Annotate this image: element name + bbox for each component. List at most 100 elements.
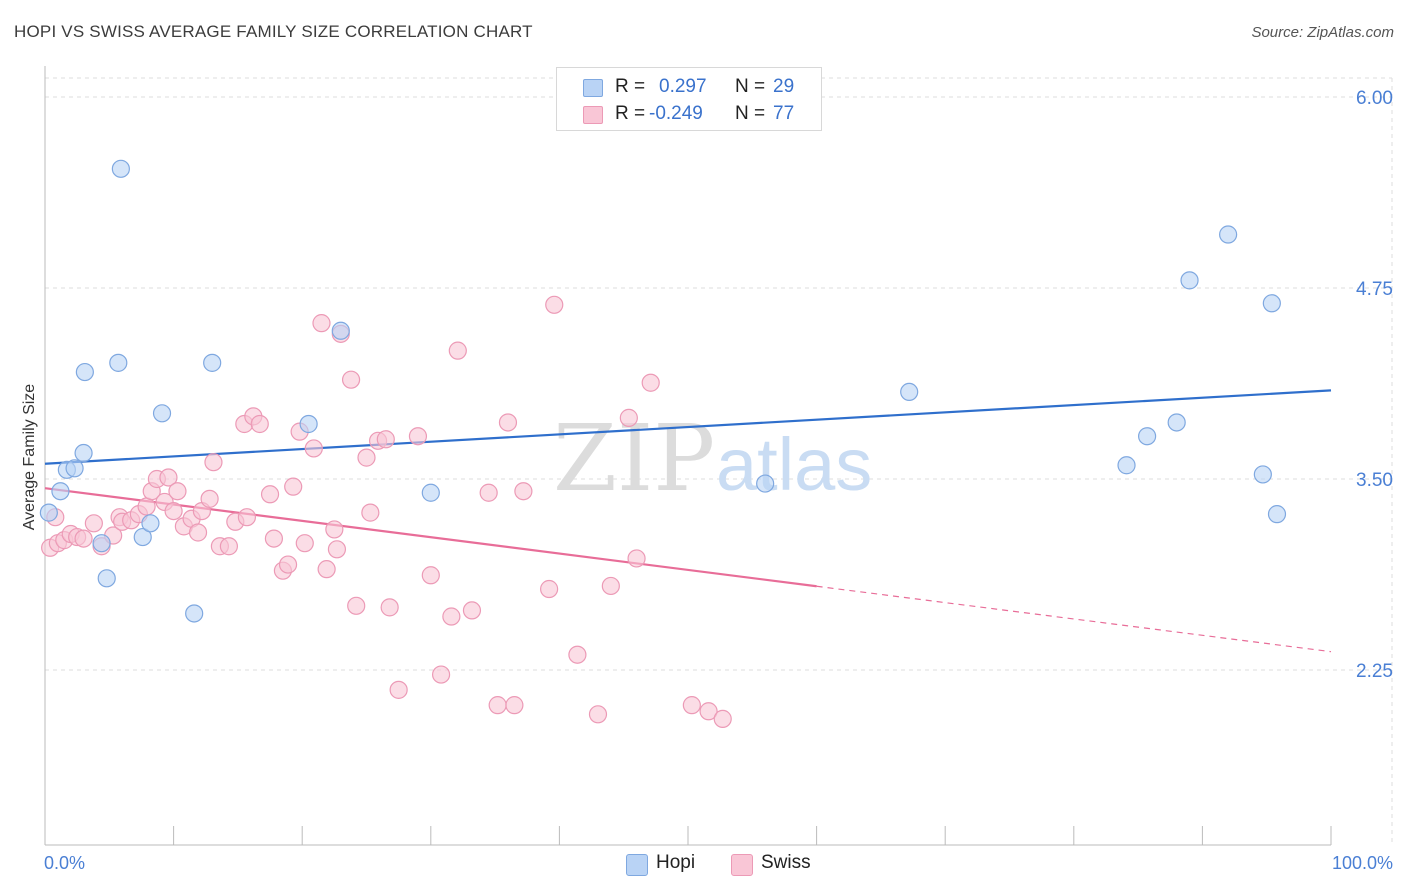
y-tick-label-0: 2.25 <box>1356 661 1393 682</box>
swiss-point-26 <box>204 453 223 472</box>
swiss-point-25 <box>200 489 219 508</box>
hopi-r-value: 0.297 <box>659 76 707 97</box>
hopi-point-0 <box>39 503 58 522</box>
swiss-point-53 <box>380 598 399 617</box>
hopi-point-7 <box>97 569 116 588</box>
hopi-n-label: N = <box>735 76 766 97</box>
swiss-point-69 <box>588 705 608 724</box>
hopi-point-23 <box>1180 271 1199 290</box>
y-tick-label-2: 4.75 <box>1356 279 1393 300</box>
y-tick-label-1: 3.50 <box>1356 470 1393 491</box>
tick-labels: 2.25 3.50 4.75 6.00 0.0% 100.0% <box>44 88 1393 873</box>
legend-row-swiss: R = -0.249 N = 77 <box>557 100 821 128</box>
x-tick-label-max: 100.0% <box>1332 853 1393 873</box>
swiss-point-65 <box>514 482 533 501</box>
hopi-legend-swatch <box>626 854 648 876</box>
hopi-point-4 <box>74 443 93 463</box>
y-axis-label: Average Family Size <box>21 384 38 531</box>
axes <box>44 66 1332 846</box>
hopi-point-5 <box>75 362 94 382</box>
hopi-r-label: R = <box>615 76 646 97</box>
swiss-point-70 <box>601 576 620 596</box>
swiss-point-71 <box>619 408 638 427</box>
swiss-point-37 <box>278 555 298 574</box>
swiss-point-42 <box>312 314 331 333</box>
swiss-point-72 <box>627 549 646 568</box>
swiss-legend-swatch <box>731 854 753 876</box>
swiss-point-67 <box>545 295 564 314</box>
hopi-point-24 <box>1219 225 1238 244</box>
swiss-point-59 <box>448 341 467 360</box>
swiss-point-54 <box>389 680 408 699</box>
swiss-point-66 <box>540 579 559 599</box>
swiss-point-63 <box>498 413 518 432</box>
watermark-atlas: atlas <box>716 423 872 506</box>
swiss-point-49 <box>357 448 376 467</box>
swiss-point-44 <box>325 520 344 539</box>
swiss-point-31 <box>237 508 257 527</box>
swiss-point-50 <box>361 503 380 522</box>
hopi-legend-label: Hopi <box>656 852 696 873</box>
swiss-point-19 <box>164 501 183 521</box>
swiss-point-56 <box>421 566 440 585</box>
hopi-point-22 <box>1167 413 1186 432</box>
hopi-point-19 <box>900 382 919 402</box>
correlation-legend: R = 0.297 N = 29 R = -0.249 N = 77 <box>556 67 822 131</box>
hopi-point-15 <box>299 414 318 434</box>
swiss-point-76 <box>713 709 732 728</box>
swiss-point-20 <box>168 482 187 501</box>
swiss-point-58 <box>442 607 461 626</box>
source-label: Source: ZipAtlas.com <box>1251 24 1394 41</box>
swiss-point-18 <box>159 468 178 487</box>
swiss-point-41 <box>304 439 323 458</box>
swiss-r-value: -0.249 <box>649 103 703 124</box>
hopi-point-27 <box>1267 505 1287 524</box>
hopi-point-12 <box>152 404 172 423</box>
hopi-point-14 <box>203 353 222 372</box>
swiss-point-61 <box>479 483 498 502</box>
data-points <box>39 159 1287 728</box>
hopi-point-6 <box>92 534 111 553</box>
hopi-point-11 <box>141 514 160 533</box>
swiss-point-40 <box>295 534 314 553</box>
hopi-point-21 <box>1138 427 1157 446</box>
swiss-point-23 <box>188 523 208 542</box>
y-tick-label-3: 6.00 <box>1356 88 1393 109</box>
hopi-point-26 <box>1262 294 1281 313</box>
chart-title: HOPI VS SWISS AVERAGE FAMILY SIZE CORREL… <box>14 22 533 41</box>
hopi-swatch <box>583 79 603 97</box>
swiss-n-value: 77 <box>773 103 795 124</box>
swiss-point-57 <box>431 665 451 684</box>
swiss-point-6 <box>74 529 93 548</box>
swiss-point-48 <box>347 596 366 615</box>
trend-line-hopi <box>44 389 1332 465</box>
hopi-point-9 <box>111 159 130 178</box>
hopi-point-16 <box>331 321 350 340</box>
swiss-point-28 <box>219 537 238 556</box>
x-tick-label-min: 0.0% <box>44 853 85 873</box>
hopi-point-10 <box>133 527 152 547</box>
swiss-point-14 <box>137 497 156 516</box>
swiss-point-64 <box>505 696 524 715</box>
hopi-point-13 <box>185 604 204 623</box>
swiss-point-75 <box>699 702 718 721</box>
hopi-point-20 <box>1117 456 1136 475</box>
hopi-n-value: 29 <box>773 76 795 97</box>
hopi-point-18 <box>756 474 775 493</box>
swiss-point-62 <box>488 696 507 715</box>
swiss-point-60 <box>462 601 482 620</box>
swiss-r-label: R = <box>615 103 646 124</box>
hopi-point-3 <box>65 459 84 478</box>
legend-row-hopi: R = 0.297 N = 29 <box>557 73 821 101</box>
hopi-point-17 <box>421 483 440 502</box>
trend-line-swiss-extension <box>816 585 1332 653</box>
swiss-point-52 <box>376 430 395 449</box>
swiss-point-47 <box>341 370 361 389</box>
swiss-point-55 <box>408 427 428 446</box>
swiss-point-33 <box>250 414 269 434</box>
swiss-n-label: N = <box>735 103 766 124</box>
swiss-point-34 <box>260 485 280 504</box>
hopi-point-8 <box>109 353 128 372</box>
swiss-point-45 <box>327 540 347 559</box>
